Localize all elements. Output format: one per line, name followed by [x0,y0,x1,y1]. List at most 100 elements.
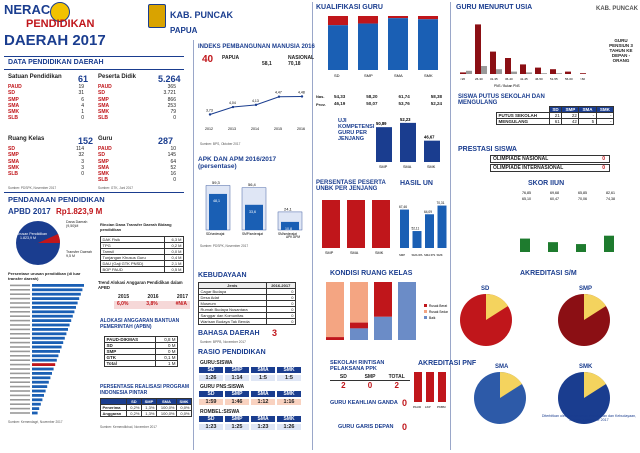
table-row: Tunjangan Khusus Guru 0,4 M [100,254,184,261]
data-pendidikan-title: DATA PENDIDIKAN DAERAH [8,59,104,66]
stat-value: 31 [78,90,84,97]
stat-key: SD [8,90,15,97]
usia-non-pns-bar [481,66,487,74]
stat-row: SMK 16 [98,171,184,177]
urusan-row-label [10,346,30,348]
tren-values: 6,0% 3,8% #N/A [114,301,190,309]
tren-title: Trend Alokasi Anggaran Pendidikan dalam … [98,280,183,290]
rasio-value: 1:25 [224,423,250,431]
urusan-bar [32,363,56,366]
table-cell: MENGULANG [496,118,550,125]
stat-key: PAUD [98,84,112,90]
rasio-head: SMK [276,390,302,398]
stat-value: 145 [167,152,176,159]
apm-bar [281,221,299,230]
usia-non-pns-bar [526,72,532,74]
rasio-title: RASIO PENDIDIKAN [198,349,266,356]
ukg-chart: 50,89 SMP 52,23 SMA 46,67 SMK [376,117,440,169]
stat-row: SMA 52 [98,165,184,171]
apm-value: 48,1 [213,199,220,203]
source-gtk: Sumber: GTK, Juni 2017 [98,186,134,190]
urusan-row-label [10,293,30,295]
ukg-value: 58,20 [366,94,378,99]
stat-value: 365 [167,84,176,90]
urusan-row-label [10,302,30,304]
un-bar [400,209,409,248]
usia-non-pns-bar [466,70,472,74]
urusan-row-label [10,289,30,291]
urusan-row-label [10,412,30,414]
table-cell: 1,3% [140,410,157,417]
kualifikasi-bar-blue [388,18,408,70]
stat-row: SLB 0 [8,115,92,121]
table-cell: 5 [578,118,597,125]
un-value: 70,31 [437,201,445,205]
urusan-row-label [10,372,30,375]
rasio-value: 1:26 [276,423,302,431]
rasio-head: SD [198,415,224,423]
rombel-table: SD SMP SMA SMK 1:23 1:25 1:23 1:26 [198,415,302,431]
stat-value: 6 [81,96,84,103]
apk-value: 59,3 [212,180,221,185]
urusan-bar [32,292,81,296]
corner-region: KAB. PUNCAK [596,6,638,12]
table-cell: 61 [548,118,563,125]
apk-category: SD/sederajat [206,232,225,236]
stat-row: SMA 3 [8,159,92,165]
usia-pns-bar [460,72,466,74]
un-bar [412,231,422,248]
urusan-bar [32,372,52,375]
apk-legend: APK APM [286,235,300,239]
urusan-bar [32,350,60,353]
rasio-header-row: SD SMP SMA SMK [198,415,302,423]
rasio-head: SMA [250,366,276,374]
keahlian-title: GURU KEAHLIAN GANDA [330,400,398,406]
title-line2: PENDIDIKAN [26,18,95,30]
unbk-bar [372,200,390,248]
apm-value: 33,6 [249,210,256,214]
usia-legend: PNS / Bukan PNS [494,84,520,88]
urusan-bar [32,354,59,358]
region-emblem [148,4,166,28]
stat-row: SLB 0 [8,171,92,177]
stat-row: SLB 0 [98,115,184,121]
usia-pns-bar [520,64,526,74]
table-cell: BOP PAUD [100,266,165,273]
un-value: 52,11 [412,227,420,231]
stat-row: SMP 32 [8,152,92,158]
stat-value: 3 [81,158,84,165]
kondisi-legend-swatch [424,316,427,319]
table-cell: 0,0% [175,410,193,417]
urusan-bar [32,306,76,309]
kualifikasi-chart: SD SMP SMA SMK [328,16,438,78]
usia-bin-label: 36-40 [505,77,513,81]
stat-key: SMA [8,102,20,109]
rintisan-value: 0 [367,381,373,390]
guru-siswa-table: SD SMP SMA SMK 1:26 1:14 1:5 1:5 [198,366,302,382]
stat-key: SMP [98,158,109,165]
stat-key: SD [98,152,105,159]
urusan-bar [32,407,40,410]
unbk-category: SMP [325,251,334,255]
province-name: PAPUA [170,26,198,35]
urusan-bar [32,336,65,340]
kelas-label: Ruang Kelas [8,136,45,142]
stat-value: 0 [173,115,176,122]
stat-key: SMK [98,109,110,116]
guru-block: Guru 287 PAUD 10 SD 145 SMP 64 SMA 52 SMK 16 SLB 0 [98,136,184,184]
rintisan-head: SD [330,374,357,381]
stat-value: 19 [78,84,84,90]
guru-pns-table: SD SMP SMA SMK 1:59 1:46 1:12 1:16 [198,390,302,406]
prestasi-value: 0 [602,156,605,162]
bahasa-value: 3 [272,328,278,338]
ipm-point [231,105,235,109]
header: NERACA PENDIDIKAN DAERAH 2017 [4,2,194,58]
urusan-bar [32,380,49,384]
table-cell: - [595,118,615,125]
kualifikasi-title: KUALIFIKASI GURU [316,4,383,11]
ipm-value-label: 4,13 [252,99,259,103]
ukg-nas-values: 54,33 58,20 61,74 58,38 [334,94,442,99]
tren-year: 2016 [147,294,159,300]
usia-non-pns-bar [556,73,562,74]
stat-key: SMA [98,164,110,171]
